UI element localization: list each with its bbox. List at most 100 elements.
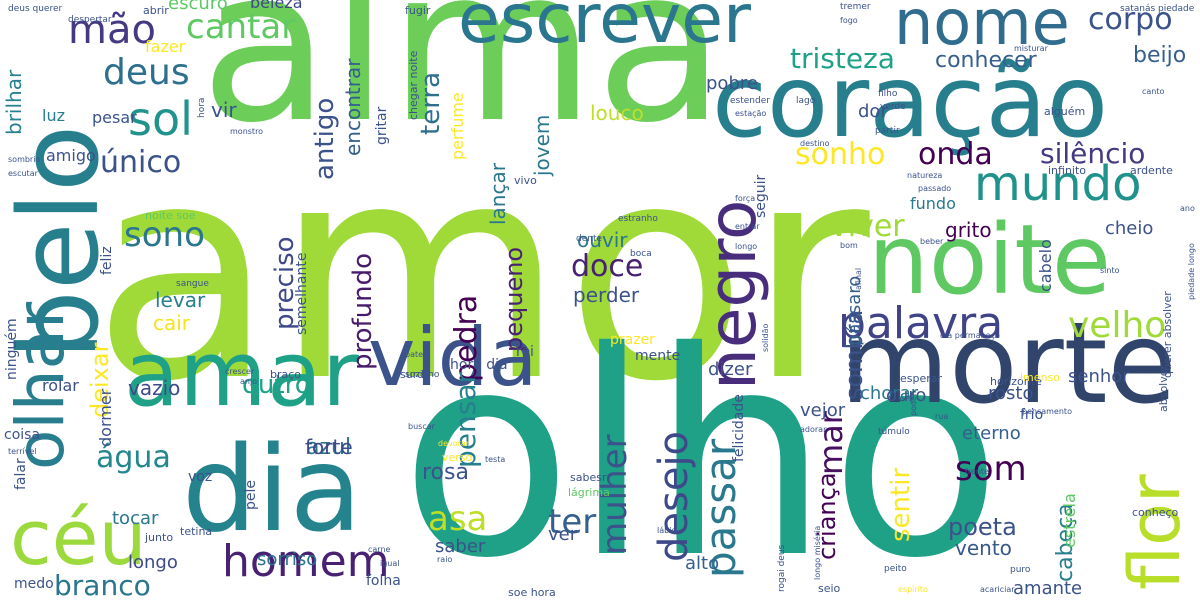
word-cloud-word: lançar bbox=[486, 163, 510, 225]
word-cloud-word: alguém bbox=[1044, 105, 1086, 118]
word-cloud-word: frio bbox=[1020, 407, 1044, 423]
word-cloud-word: afinal bbox=[854, 267, 863, 290]
word-cloud-word: deus querer bbox=[8, 4, 63, 14]
word-cloud-word: perfume bbox=[448, 92, 467, 160]
word-cloud-word: amigo bbox=[46, 146, 96, 165]
word-cloud-word: coração bbox=[712, 43, 1108, 160]
word-cloud-word: chegar noite bbox=[407, 50, 420, 120]
word-cloud-word: esperar bbox=[900, 372, 943, 385]
word-cloud-word: rosa bbox=[422, 460, 469, 485]
word-cloud-word: louco bbox=[590, 101, 644, 125]
word-cloud-word: noite soe bbox=[145, 209, 196, 222]
word-cloud-word: peito bbox=[884, 564, 907, 574]
word-cloud-word: chorar bbox=[860, 383, 919, 404]
word-cloud-word: jovem bbox=[530, 114, 554, 176]
word-cloud-word: misturar bbox=[1014, 44, 1048, 53]
word-cloud-word: longo miséria bbox=[813, 525, 822, 580]
word-cloud-word: braço bbox=[270, 368, 302, 381]
word-cloud-word: cair bbox=[153, 311, 191, 335]
word-cloud-word: coisa bbox=[4, 427, 41, 443]
word-cloud-word: mão bbox=[68, 7, 156, 53]
word-cloud-word: doce bbox=[571, 249, 644, 284]
word-cloud-word: deus bbox=[103, 52, 190, 93]
word-cloud-word: sol bbox=[128, 92, 193, 146]
word-cloud-word: verso bbox=[442, 451, 473, 464]
word-cloud-word: beijo bbox=[1133, 43, 1187, 68]
word-cloud-word: vento bbox=[955, 536, 1012, 560]
word-cloud-word: prazer bbox=[610, 332, 655, 348]
word-cloud-word: anjo bbox=[240, 377, 258, 386]
word-cloud-word: mente bbox=[635, 348, 681, 364]
word-cloud-word: fogo bbox=[840, 16, 858, 25]
word-cloud-word: cheio bbox=[1105, 218, 1154, 239]
word-cloud-word: fundo bbox=[910, 194, 956, 213]
word-cloud-word: destino bbox=[800, 139, 830, 148]
word-cloud-word: nome bbox=[894, 0, 1070, 59]
word-cloud-word: igual bbox=[380, 559, 400, 568]
word-cloud-word: raio bbox=[437, 555, 453, 564]
word-cloud-word: túmulo bbox=[878, 427, 910, 437]
word-cloud-word: piedade longo bbox=[1187, 243, 1196, 300]
word-cloud-word: folha bbox=[366, 573, 401, 589]
word-cloud-word: sono bbox=[124, 215, 205, 255]
word-cloud-word: olho bbox=[400, 291, 1003, 600]
word-cloud-word: filho bbox=[878, 89, 898, 99]
word-cloud-word: palavra bbox=[838, 298, 1004, 349]
word-cloud-word: antigo bbox=[310, 97, 340, 180]
word-cloud-word: dia bbox=[182, 420, 362, 558]
word-cloud-word: verde bbox=[880, 102, 906, 112]
word-cloud-word: vejor bbox=[800, 400, 846, 421]
word-cloud-word: terra bbox=[416, 71, 446, 135]
word-cloud-word: viver bbox=[830, 209, 905, 244]
word-cloud-word: cantar bbox=[186, 7, 296, 47]
word-cloud-word: solidão bbox=[761, 323, 770, 352]
word-cloud-word: sangue bbox=[176, 279, 209, 289]
word-cloud-word: canto bbox=[1142, 87, 1165, 96]
word-cloud-word: sabesr bbox=[570, 471, 607, 484]
word-cloud-word: querer absolver bbox=[1161, 291, 1174, 378]
word-cloud-word: estender bbox=[730, 96, 770, 106]
word-cloud-word: ninguém bbox=[4, 318, 20, 380]
word-cloud-word: branco bbox=[54, 569, 151, 600]
word-cloud-word: carne bbox=[368, 545, 391, 554]
word-cloud-word: eterno bbox=[962, 423, 1021, 444]
word-cloud-word: estrela bbox=[1060, 493, 1079, 548]
word-cloud-word: hora bbox=[197, 97, 207, 118]
word-cloud-word: rogai deus bbox=[777, 544, 787, 592]
word-cloud-word: satanás piedade bbox=[1120, 4, 1195, 14]
word-cloud-word: saber bbox=[435, 536, 486, 557]
word-cloud-word: bater bbox=[405, 350, 427, 359]
word-cloud-word: falar bbox=[13, 458, 29, 490]
word-cloud-word: ano bbox=[1180, 204, 1195, 213]
word-cloud-word: junto bbox=[145, 531, 174, 544]
word-cloud-word: surdo bbox=[400, 368, 431, 381]
word-cloud-word: conhecer bbox=[935, 48, 1037, 73]
word-cloud-word: natureza bbox=[907, 171, 943, 180]
word-cloud-word: grito bbox=[945, 218, 992, 242]
word-cloud-word: estranho bbox=[618, 214, 658, 224]
word-cloud-word: medo bbox=[14, 576, 54, 592]
word-cloud-word: escrever bbox=[458, 0, 751, 59]
word-cloud-word: cabelo bbox=[1036, 239, 1055, 292]
word-cloud-word: velho bbox=[1068, 305, 1167, 346]
word-cloud-word: estação bbox=[735, 109, 767, 118]
word-cloud-word: alto bbox=[685, 553, 720, 574]
word-cloud-word: terrível bbox=[8, 447, 37, 456]
word-cloud-word: lábio bbox=[657, 526, 677, 535]
word-cloud-word: ouvir bbox=[577, 228, 628, 252]
word-cloud-word: imenso bbox=[1020, 371, 1060, 384]
word-cloud-word: flor bbox=[1114, 474, 1196, 590]
word-cloud-word: tristeza bbox=[790, 42, 895, 75]
word-cloud-word: amor bbox=[92, 100, 870, 447]
word-cloud-word: desejo bbox=[651, 430, 697, 562]
word-cloud-word: espírito bbox=[898, 585, 928, 594]
word-cloud-word: alma bbox=[200, 0, 726, 169]
word-cloud-word: beber bbox=[920, 237, 944, 246]
word-cloud-word: brilhar bbox=[2, 69, 26, 135]
word-cloud-word: pensamento bbox=[1022, 407, 1072, 416]
word-cloud-word: passado bbox=[918, 184, 952, 193]
word-cloud-word: sentir bbox=[886, 467, 916, 542]
word-cloud-word: bom bbox=[840, 241, 858, 250]
word-cloud-word: ver bbox=[548, 524, 578, 545]
word-cloud-word: entrar bbox=[735, 222, 760, 231]
